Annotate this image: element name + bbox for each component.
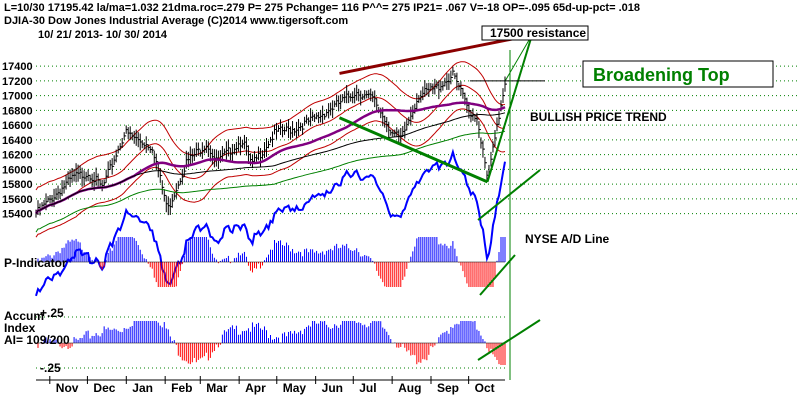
ma200-line xyxy=(35,112,506,214)
ai-value-label: AI= 109/200 xyxy=(4,333,70,347)
x-tick-label: Aug xyxy=(398,381,421,395)
accum-trend-line xyxy=(477,319,541,361)
uptrend-line-2 xyxy=(504,34,533,82)
x-tick-label: Mar xyxy=(206,381,228,395)
accum-plus-label: +.25 xyxy=(40,306,64,320)
p-indicator-panel xyxy=(36,237,506,287)
y-tick-label: 15400 xyxy=(2,209,33,221)
y-tick-label: 16200 xyxy=(2,150,33,162)
y-tick-label: 17400 xyxy=(2,61,33,73)
accum-index-panel xyxy=(35,316,506,369)
price-gridlines xyxy=(36,65,800,215)
x-axis: Nov Dec Jan Feb Mar Apr May Jun Jul Aug Sep Oct xyxy=(36,376,505,395)
moving-averages xyxy=(34,101,506,233)
x-tick-label: Jul xyxy=(359,381,376,395)
index-label: Index xyxy=(4,321,36,335)
y-tick-label: 16400 xyxy=(2,135,33,147)
resistance-label: 17500 resistance xyxy=(490,26,586,40)
ad-trend-line xyxy=(477,169,541,221)
ad-line xyxy=(35,148,506,297)
lower-trendline xyxy=(338,116,489,184)
accum-minus-label: -.25 xyxy=(40,361,61,375)
y-axis: 15400 15600 15800 16000 16200 16400 16600 16800… xyxy=(2,61,33,221)
accum-label: Accum xyxy=(4,309,44,323)
p-indicator-label: P-Indicator xyxy=(4,256,67,270)
ad-line-label: NYSE A/D Line xyxy=(525,232,610,246)
x-tick-label: Jan xyxy=(132,381,153,395)
broadening-top-box xyxy=(582,60,774,88)
y-tick-label: 15600 xyxy=(2,194,33,206)
broadening-top-label: Broadening Top xyxy=(593,65,730,85)
x-tick-label: Feb xyxy=(171,381,192,395)
ad-line xyxy=(35,148,506,297)
ma21-line xyxy=(35,84,506,214)
header-title: DJIA-30 Dow Jones Industrial Average (C)… xyxy=(4,15,348,27)
header-date-range: 10/ 21/ 2013- 10/ 30/ 2014 xyxy=(38,29,168,41)
bullish-trend-label: BULLISH PRICE TREND xyxy=(530,110,667,124)
header-stats: L=10/30 17195.42 la/ma=1.032 21dma.roc=.… xyxy=(4,2,640,14)
x-tick-label: Oct xyxy=(475,381,495,395)
y-tick-label: 16000 xyxy=(2,164,33,176)
p-indicator-trend-line xyxy=(479,254,516,296)
x-tick-label: Dec xyxy=(93,381,115,395)
trend-lines xyxy=(338,33,545,380)
y-tick-label: 17200 xyxy=(2,76,33,88)
x-tick-label: May xyxy=(283,381,307,395)
x-tick-label: Sep xyxy=(437,381,459,395)
lower-band xyxy=(35,108,506,238)
price-bars xyxy=(35,66,507,218)
x-tick-label: Apr xyxy=(245,381,266,395)
resistance-trendline xyxy=(339,33,533,75)
ma200-lower xyxy=(35,130,506,233)
y-tick-label: 15800 xyxy=(2,179,33,191)
y-tick-label: 16600 xyxy=(2,120,33,132)
x-tick-label: Nov xyxy=(56,381,79,395)
y-tick-label: 17000 xyxy=(2,91,33,103)
y-tick-label: 16800 xyxy=(2,105,33,117)
x-tick-label: Jun xyxy=(322,381,343,395)
resistance-box xyxy=(481,25,589,41)
